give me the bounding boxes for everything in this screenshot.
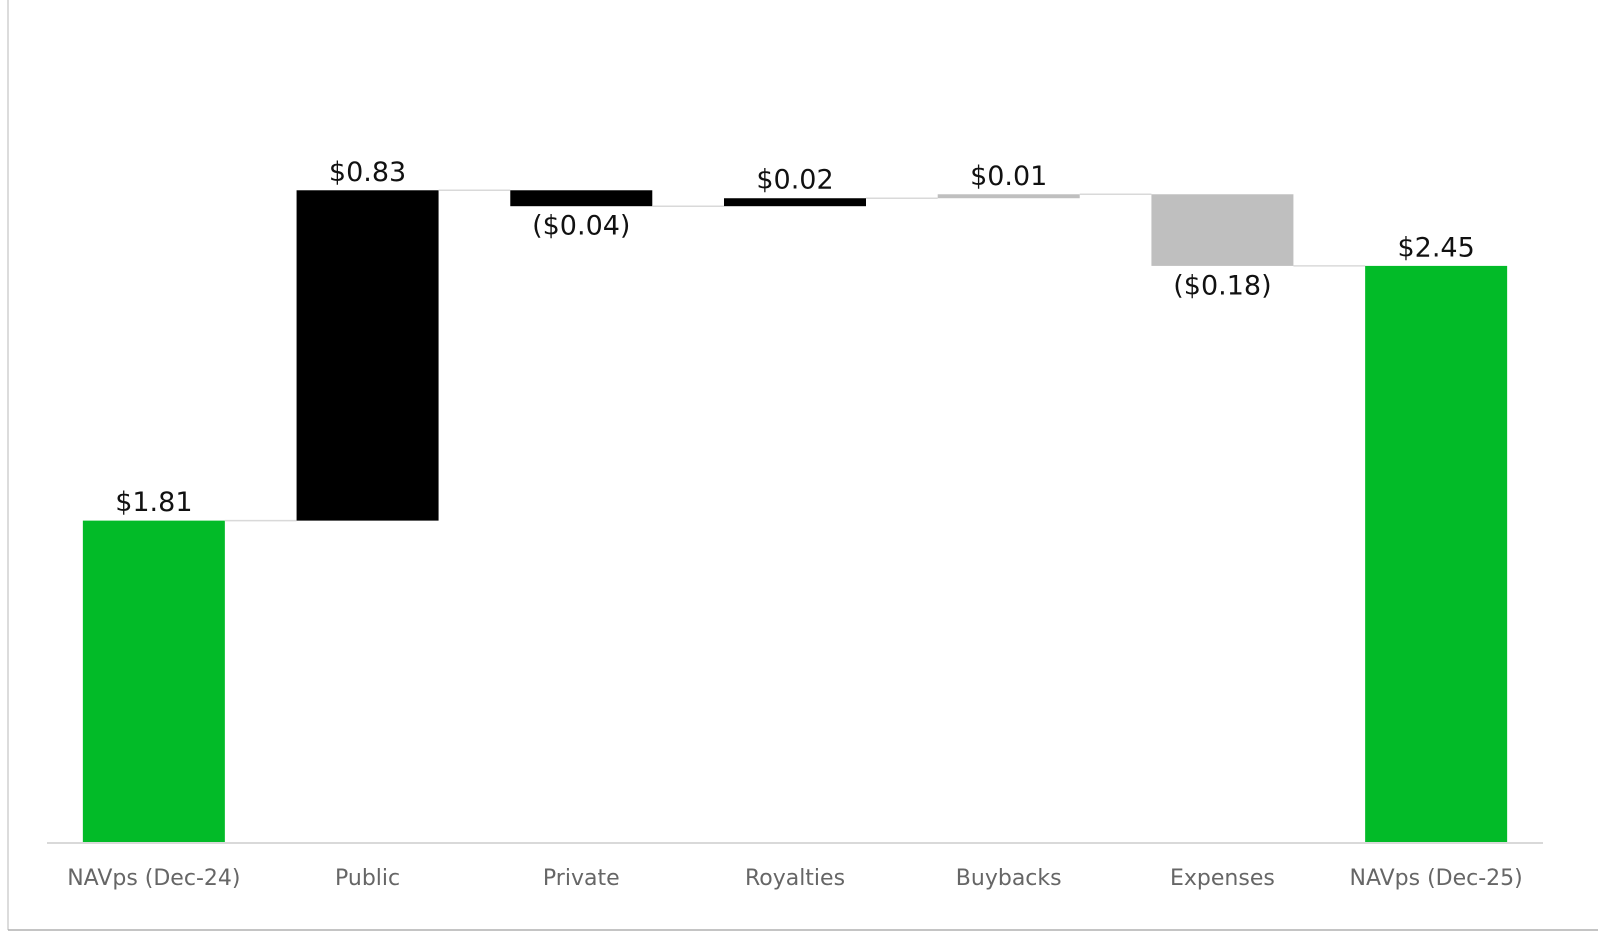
bar xyxy=(510,190,653,207)
value-label: $1.81 xyxy=(115,487,192,518)
x-tick-label: Expenses xyxy=(1170,866,1275,891)
x-tick-label: Public xyxy=(335,866,400,891)
bar xyxy=(1365,265,1508,843)
value-label: $0.83 xyxy=(329,157,406,188)
value-label: $0.01 xyxy=(970,161,1047,192)
value-label: $0.02 xyxy=(756,165,833,196)
bar xyxy=(296,190,439,521)
bar xyxy=(724,198,866,207)
value-label: $2.45 xyxy=(1397,232,1474,263)
bar xyxy=(1151,194,1294,266)
bar xyxy=(937,194,1080,199)
x-tick-label: Buybacks xyxy=(956,866,1062,891)
bar xyxy=(82,520,225,843)
value-label: ($0.18) xyxy=(1173,270,1271,301)
x-tick-label: Royalties xyxy=(745,866,845,891)
x-tick-label: NAVps (Dec-25) xyxy=(1350,866,1523,891)
value-label: ($0.04) xyxy=(532,211,630,242)
x-tick-label: Private xyxy=(543,866,620,891)
x-tick-label: NAVps (Dec-24) xyxy=(67,866,240,891)
